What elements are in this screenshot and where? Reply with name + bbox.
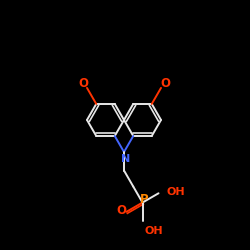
- Text: O: O: [160, 78, 170, 90]
- Text: OH: OH: [166, 187, 185, 197]
- Text: O: O: [116, 204, 126, 217]
- Text: OH: OH: [144, 226, 163, 236]
- Text: O: O: [78, 78, 88, 90]
- Text: P: P: [140, 193, 149, 206]
- Text: N: N: [122, 154, 130, 164]
